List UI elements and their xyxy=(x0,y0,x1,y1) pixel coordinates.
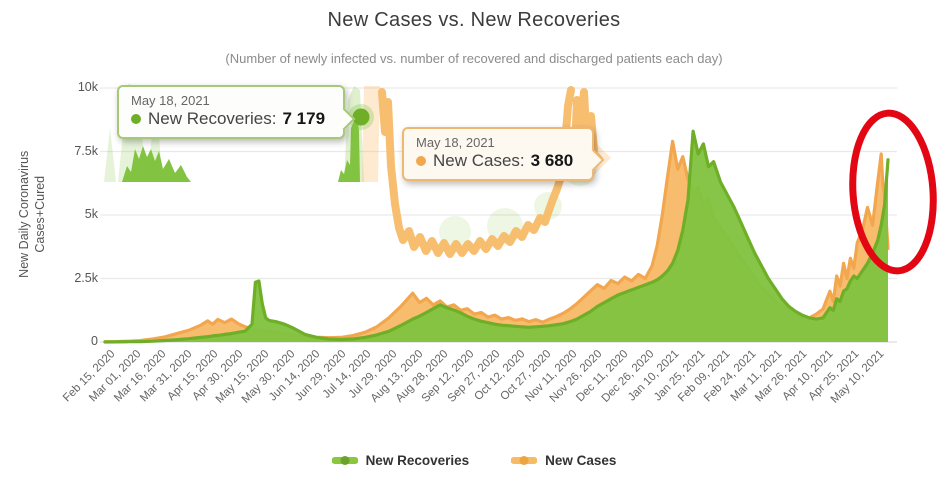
tooltip-series-label: New Cases: xyxy=(433,151,525,170)
tooltip-new-recoveries: May 18, 2021 New Recoveries: 7 179 xyxy=(117,85,356,139)
magnified-inset-solid xyxy=(122,86,598,258)
legend-label-recoveries: New Recoveries xyxy=(365,453,470,468)
y-tick-label: 7.5k xyxy=(74,143,98,158)
legend-item-new-recoveries[interactable]: New Recoveries xyxy=(331,453,470,468)
y-tick-label: 0 xyxy=(91,334,98,348)
tooltip-date: May 18, 2021 xyxy=(416,135,495,150)
chart-subtitle: (Number of newly infected vs. number of … xyxy=(225,51,723,66)
tooltip-series-label: New Recoveries: xyxy=(148,109,277,128)
y-tick-label: 2.5k xyxy=(74,270,98,285)
legend-item-new-cases[interactable]: New Cases xyxy=(511,453,616,468)
series-areas xyxy=(103,129,890,344)
hover-marker-recoveries xyxy=(348,104,374,130)
tooltip-new-cases: May 18, 2021 New Cases: 3 680 xyxy=(402,127,605,181)
chart-legend: New Recoveries New Cases xyxy=(0,453,948,468)
legend-marker-cases-icon xyxy=(511,456,538,465)
area-new-recoveries xyxy=(105,131,888,342)
legend-label-cases: New Cases xyxy=(545,453,617,468)
tooltip-date: May 18, 2021 xyxy=(131,93,210,108)
line-new-recoveries xyxy=(103,129,890,344)
series-dot-icon xyxy=(131,114,141,124)
y-tick-label: 10k xyxy=(77,80,98,94)
chart-title: New Cases vs. New Recoveries xyxy=(327,9,621,31)
y-tick-label: 5k xyxy=(84,207,98,221)
tooltip-value: 3 680 xyxy=(530,151,574,170)
tooltip-value: 7 179 xyxy=(282,109,326,128)
legend-marker-recoveries-icon xyxy=(331,456,358,465)
series-dot-icon xyxy=(416,156,426,166)
annotation-ellipse xyxy=(849,109,937,275)
